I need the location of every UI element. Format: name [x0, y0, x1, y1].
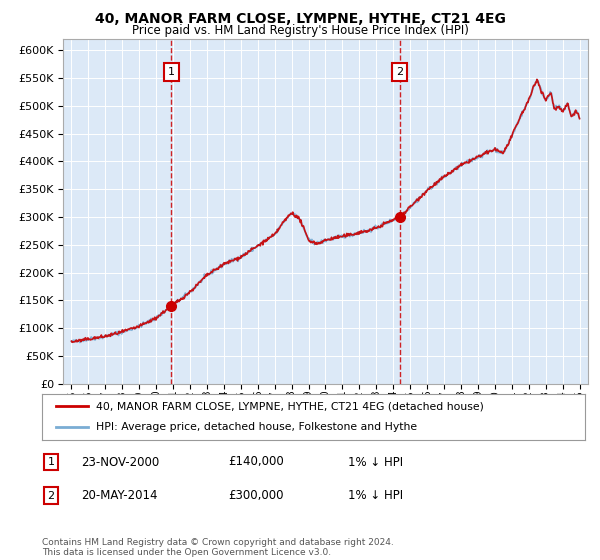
Text: 40, MANOR FARM CLOSE, LYMPNE, HYTHE, CT21 4EG: 40, MANOR FARM CLOSE, LYMPNE, HYTHE, CT2…	[95, 12, 505, 26]
Text: Contains HM Land Registry data © Crown copyright and database right 2024.
This d: Contains HM Land Registry data © Crown c…	[42, 538, 394, 557]
Text: Price paid vs. HM Land Registry's House Price Index (HPI): Price paid vs. HM Land Registry's House …	[131, 24, 469, 37]
Text: 2: 2	[396, 67, 403, 77]
Text: 2: 2	[47, 491, 55, 501]
Text: £300,000: £300,000	[228, 489, 284, 502]
Text: 20-MAY-2014: 20-MAY-2014	[81, 489, 157, 502]
Text: HPI: Average price, detached house, Folkestone and Hythe: HPI: Average price, detached house, Folk…	[97, 422, 418, 432]
Text: 1% ↓ HPI: 1% ↓ HPI	[348, 455, 403, 469]
Text: £140,000: £140,000	[228, 455, 284, 469]
Text: 1: 1	[47, 457, 55, 467]
Text: 1: 1	[168, 67, 175, 77]
Text: 40, MANOR FARM CLOSE, LYMPNE, HYTHE, CT21 4EG (detached house): 40, MANOR FARM CLOSE, LYMPNE, HYTHE, CT2…	[97, 401, 484, 411]
Text: 23-NOV-2000: 23-NOV-2000	[81, 455, 159, 469]
Text: 1% ↓ HPI: 1% ↓ HPI	[348, 489, 403, 502]
